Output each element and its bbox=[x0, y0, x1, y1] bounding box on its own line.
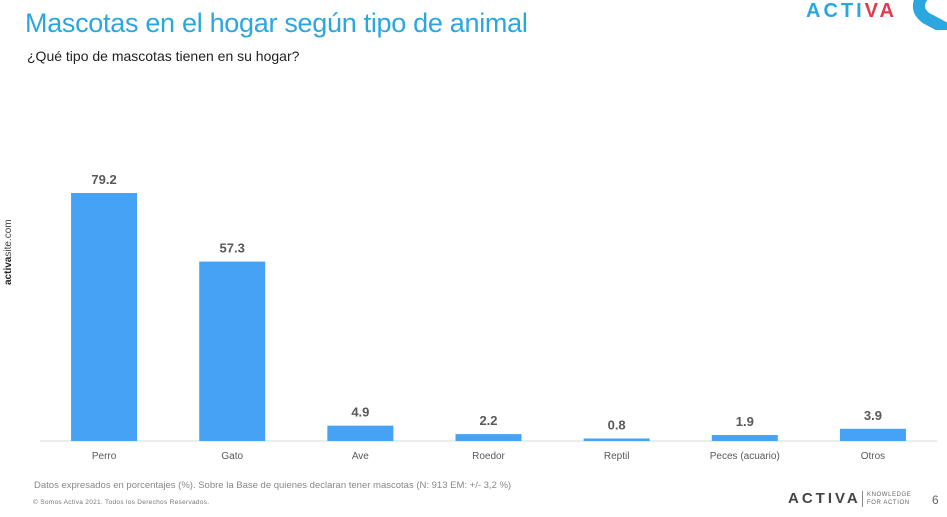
category-label: Otros bbox=[861, 451, 885, 462]
data-label: 3.9 bbox=[864, 408, 882, 423]
data-label: 2.2 bbox=[479, 413, 497, 428]
tagline-line1: KNOWLEDGE bbox=[867, 492, 912, 498]
tagline-line2: FOR ACTION bbox=[867, 500, 910, 506]
logo-tagline: KNOWLEDGE FOR ACTION bbox=[867, 491, 911, 507]
footnote: Datos expresados en porcentajes (%). Sob… bbox=[34, 480, 512, 491]
category-label: Perro bbox=[92, 451, 117, 462]
category-label: Reptil bbox=[604, 451, 630, 462]
logo-separator bbox=[862, 491, 863, 507]
bars-group: 79.2 Perro 57.3 Gato 4.9 Ave 2.2 Roedor 0.8 Repti… bbox=[71, 172, 906, 462]
bar-reptil bbox=[583, 438, 650, 441]
category-label: Roedor bbox=[472, 451, 505, 462]
bar-otros bbox=[839, 428, 906, 441]
data-label: 57.3 bbox=[220, 241, 245, 256]
activa-logo-bottom: ACTIVA bbox=[788, 490, 861, 507]
copyright: © Somos Activa 2021. Todos los Derechos … bbox=[33, 499, 210, 506]
data-label: 0.8 bbox=[608, 417, 626, 432]
bar-peces-acuario bbox=[711, 435, 778, 441]
data-label: 4.9 bbox=[351, 405, 369, 420]
page-title: Mascotas en el hogar según tipo de anima… bbox=[25, 8, 528, 38]
category-label: Peces (acuario) bbox=[710, 451, 780, 462]
bar-roedor bbox=[455, 434, 522, 441]
page-subtitle: ¿Qué tipo de mascotas tienen en su hogar… bbox=[27, 48, 300, 64]
page-number: 6 bbox=[932, 493, 939, 507]
logo-swoosh-icon bbox=[913, 0, 947, 30]
category-label: Ave bbox=[352, 451, 369, 462]
bar-ave bbox=[327, 425, 394, 441]
data-label: 1.9 bbox=[736, 414, 754, 429]
bar-gato bbox=[199, 261, 266, 441]
data-label: 79.2 bbox=[91, 172, 116, 187]
bar-perro bbox=[71, 193, 138, 441]
logo-text-part1: ACTI bbox=[806, 0, 865, 22]
logo-text-part2: VA bbox=[864, 0, 897, 22]
activa-logo-top: ACTIVA bbox=[806, 0, 897, 23]
category-label: Gato bbox=[221, 451, 243, 462]
